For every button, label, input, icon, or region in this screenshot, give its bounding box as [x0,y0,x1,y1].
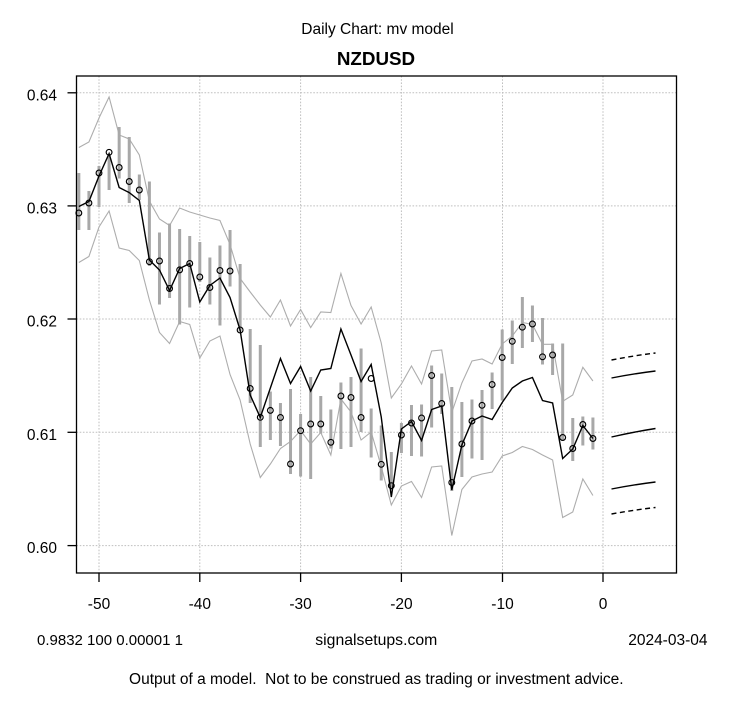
svg-text:-10: -10 [491,596,514,613]
svg-text:-30: -30 [289,596,312,613]
svg-text:0.60: 0.60 [27,540,58,557]
svg-text:Output of a model. Not to be: Output of a model. Not to be construed a… [129,671,624,688]
svg-text:0.62: 0.62 [27,314,57,331]
svg-text:-50: -50 [88,596,111,613]
svg-text:-40: -40 [189,596,212,613]
svg-text:2024-03-04: 2024-03-04 [628,632,708,649]
svg-text:-20: -20 [390,596,413,613]
svg-text:0: 0 [599,596,608,613]
svg-text:Daily Chart: mv model: Daily Chart: mv model [301,21,453,38]
svg-text:0.63: 0.63 [27,200,57,217]
svg-text:0.64: 0.64 [27,87,58,104]
svg-text:NZDUSD: NZDUSD [337,48,415,69]
svg-text:0.61: 0.61 [27,427,57,444]
svg-text:0.9832 100 0.00001 1: 0.9832 100 0.00001 1 [37,632,183,649]
svg-text:signalsetups.com: signalsetups.com [315,632,437,649]
